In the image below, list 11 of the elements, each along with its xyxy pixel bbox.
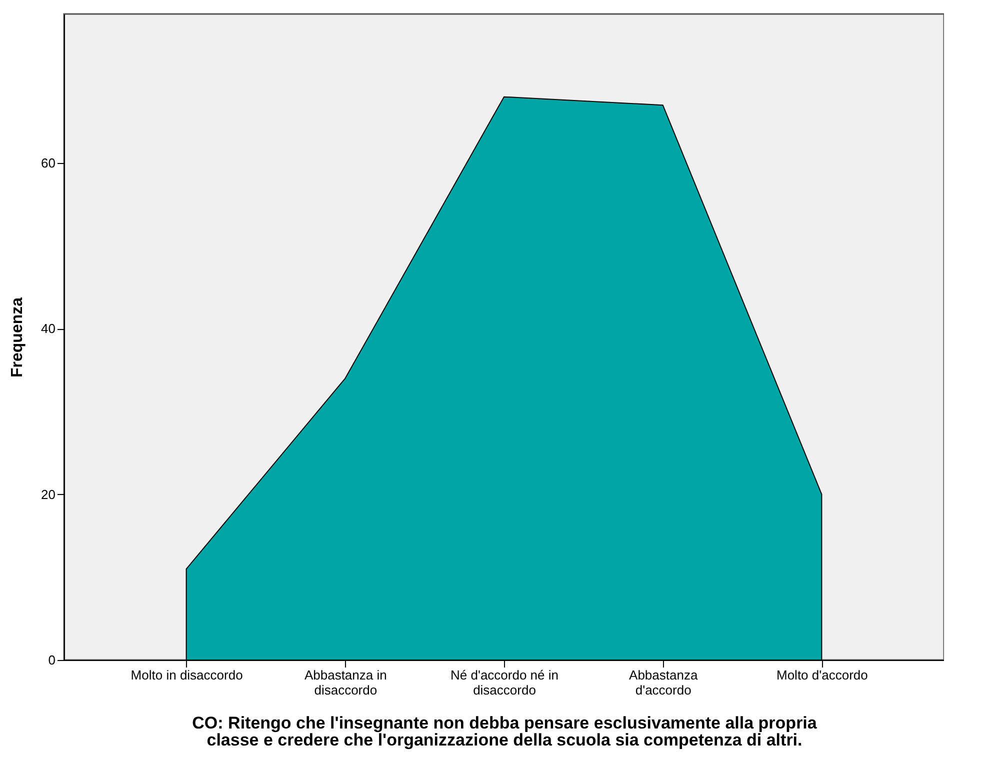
x-axis-title: CO: Ritengo che l'insegnante non debba pensare esclusivamente alla propria classe e credere che l'organizzazione della scuola sia competenza di altri. [192, 714, 818, 750]
y-tick-label: 0 [48, 652, 56, 668]
x-tick-label: Abbastanza in disaccordo [304, 668, 387, 698]
x-tick-label: Molto in disaccordo [130, 668, 243, 682]
y-tick-label: 40 [41, 321, 56, 336]
y-tick-label: 20 [41, 486, 56, 502]
x-tick-label: Né d'accordo né in disaccordo [450, 668, 558, 698]
y-tick-label: 60 [41, 156, 56, 171]
y-axis-title: Frequenza [9, 297, 26, 378]
x-tick-label: Molto d'accordo [776, 668, 868, 682]
x-tick-label: Abbastanza d'accordo [629, 668, 698, 698]
